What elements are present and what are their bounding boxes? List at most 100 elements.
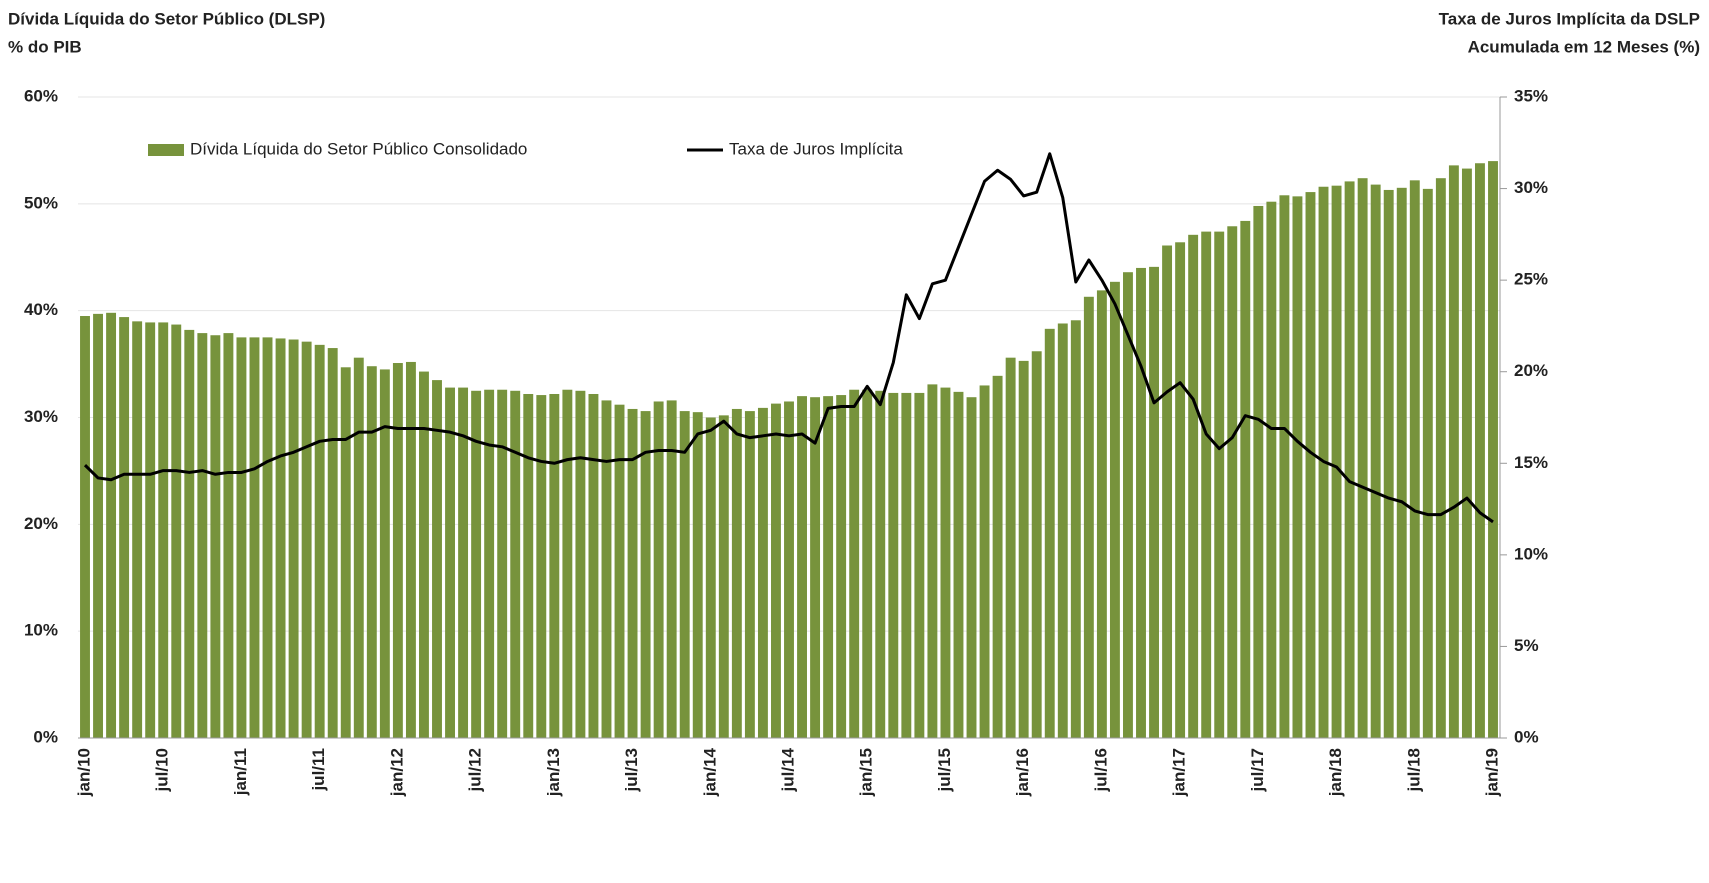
x-tick-label: jul/11 [309,748,328,792]
bar [93,313,103,738]
bar [1188,234,1199,738]
bar [1383,189,1394,738]
x-tick-label: jan/19 [1482,748,1501,797]
y2-tick-label: 35% [1514,86,1548,105]
bar [223,333,234,738]
bar [1292,196,1303,739]
bar [666,400,677,738]
bar [679,411,690,738]
bar [419,371,429,738]
bar [1227,226,1238,739]
bar [718,415,729,738]
bar [379,369,390,738]
bar [1279,195,1290,738]
bar [1162,245,1173,738]
bar [744,411,755,738]
bar [210,335,221,738]
bar [288,339,299,738]
bar [236,337,247,738]
bar [262,337,273,738]
bar [184,329,195,738]
bar [640,411,651,738]
bar [1031,351,1042,738]
bar [836,395,847,738]
bar [888,392,899,738]
legend-label: Dívida Líquida do Setor Público Consolid… [190,139,527,158]
bar [497,389,508,738]
bar [405,361,416,738]
x-tick-label: jul/13 [622,748,641,792]
y2-tick-label: 10% [1514,544,1548,563]
bar [575,390,586,738]
bar [1409,180,1420,738]
y-tick-label: 0% [33,727,58,746]
bar [523,393,534,738]
bar [1305,192,1316,738]
x-tick-label: jul/10 [153,748,172,792]
bar [471,390,482,738]
bar [588,393,599,738]
x-tick-label: jan/15 [857,748,876,797]
bar [757,407,768,738]
x-tick-label: jul/15 [935,748,954,792]
bar [1475,163,1485,738]
bar [1109,281,1120,738]
bar [992,375,1003,738]
bar [927,384,938,738]
bar [979,385,990,738]
bar [601,400,612,738]
bar [119,317,130,738]
y2-tick-label: 5% [1514,636,1539,655]
x-tick-label: jan/17 [1170,748,1189,797]
bar [1435,178,1446,738]
y-tick-label: 20% [24,514,58,533]
bar [901,392,912,738]
bar [132,321,143,738]
bar [1083,296,1094,738]
bar [810,397,821,738]
legend-label: Taxa de Juros Implícita [729,139,903,158]
bar [1396,187,1407,738]
bar [1005,357,1016,738]
bar [1240,220,1251,739]
bar [653,401,664,738]
bar [1201,231,1212,739]
bar [549,393,560,738]
right-axis-title: Taxa de Juros Implícita da DSLP [1439,9,1700,28]
x-tick-label: jul/17 [1248,748,1267,792]
bar [340,367,351,738]
y2-tick-label: 25% [1514,270,1548,289]
bar [1344,181,1355,739]
x-tick-label: jul/18 [1404,748,1423,792]
x-tick-label: jan/10 [74,748,93,797]
right-axis-subtitle: Acumulada em 12 Meses (%) [1468,37,1700,56]
bar [301,341,312,738]
bar [1057,323,1068,738]
line [83,152,1494,524]
bar [445,387,455,738]
bar [914,392,925,738]
bar [1488,161,1498,739]
bar [510,390,521,738]
bar [1096,290,1107,738]
bar [771,403,781,738]
bar [366,366,377,738]
bar [1175,242,1186,738]
y2-tick-label: 15% [1514,453,1548,472]
bar [1214,231,1225,739]
bar [1123,272,1133,738]
bar [862,389,873,738]
bar [1018,360,1029,738]
bar [731,408,742,738]
bar [1266,201,1277,739]
bar [1422,188,1433,739]
y2-tick-label: 30% [1514,178,1548,197]
left-axis-subtitle: % do PIB [8,37,82,56]
x-tick-label: jan/14 [700,747,719,797]
bar [158,322,169,738]
bar [614,404,625,738]
left-axis-title: Dívida Líquida do Setor Público (DLSP) [8,9,325,28]
bar [171,324,182,738]
legend-swatch [148,144,184,156]
